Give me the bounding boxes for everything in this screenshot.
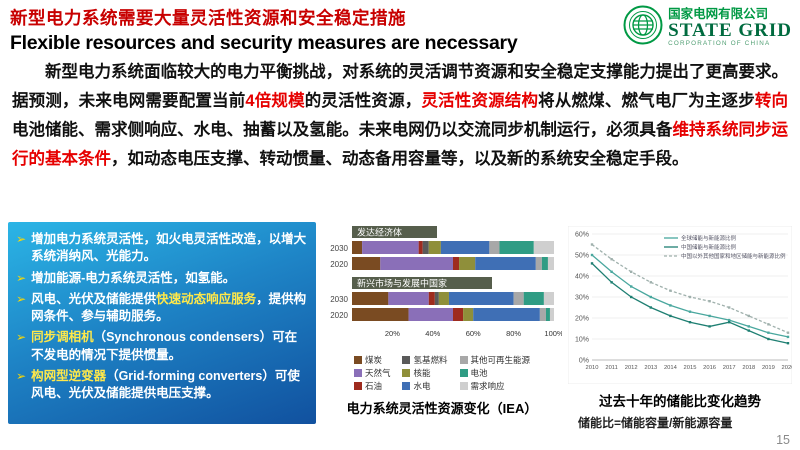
svg-text:2020: 2020 [782,365,792,371]
svg-text:30%: 30% [575,295,589,302]
legend-swatch [353,356,362,364]
svg-text:2016: 2016 [703,365,716,371]
svg-text:10%: 10% [575,337,589,344]
bar-legend-item: 石油 [353,380,391,392]
logo-company-sub: CORPORATION OF CHINA [668,39,771,47]
bullet-text: 增加电力系统灵活性，如火电灵活性改造，以增大系统消纳风、光能力。 [31,232,307,264]
legend-swatch [402,382,411,390]
line-chart-svg: 0% 10% 20% 30% 40% 50% 60% 2010 2011 2012 2013 2014… [567,225,794,385]
bullet-text: 同步调相机（Synchronous condensers）可在不发电的情况下提供… [31,330,298,362]
state-grid-globe-icon [623,5,663,50]
svg-text:2030: 2030 [330,244,348,253]
paragraph-segment: 转向 [754,92,789,110]
bullet-text: 构网型逆变器（Grid-forming converters）可使风电、光伏及储… [31,368,300,400]
paragraph-segment: 4倍规模 [245,92,305,110]
paragraph-segment: 新型电力系统面临较大的电力平衡挑战，对系统的灵活调节资源和安全稳定支撑能力提出了… [12,63,788,110]
bar-legend-item: 电池 [459,367,531,379]
flexibility-bar-chart: 发达经济体 2030 2020 新兴市场与发展中国家 2030 2020 20% 40% 60%… [322,226,564,349]
bullet-arrow-icon: ➢ [16,368,27,383]
svg-text:2013: 2013 [644,365,657,371]
logo-company-zh: 国家电网有限公司 [668,6,769,21]
svg-text:中国储能与新能源比例: 中国储能与新能源比例 [681,243,737,251]
key-measures-panel: ➢ 增加电力系统灵活性，如火电灵活性改造，以增大系统消纳风、光能力。 ➢ 增加能源-电… [8,222,316,424]
page-number: 15 [776,433,790,447]
svg-text:80%: 80% [506,329,521,338]
title-block: 新型电力系统需要大量灵活性资源和安全稳定措施 Flexible resource… [10,5,518,55]
svg-text:50%: 50% [575,253,589,260]
bullet-item: ➢ 构网型逆变器（Grid-forming converters）可使风电、光伏及… [16,368,308,403]
bullet-arrow-icon: ➢ [16,270,27,285]
legend-swatch [459,356,468,364]
legend-swatch [402,369,411,377]
paragraph-segment: 电池储能、需求侧响应、水电、抽蓄以及氢能。未来电网仍以交流同步机制运行，必须具备 [12,121,673,139]
logo-company-en: STATE GRID [668,19,792,41]
line-chart-title: 过去十年的储能比变化趋势 [599,394,761,409]
bullet-item: ➢ 增加电力系统灵活性，如火电灵活性改造，以增大系统消纳风、光能力。 [16,231,308,266]
state-grid-logo: 国家电网有限公司 STATE GRID CORPORATION OF CHINA [623,5,792,50]
slide-title-en: Flexible resources and security measures… [10,32,518,54]
bar-legend-item: 天然气 [353,367,390,379]
paragraph-segment: 维持系统同步运行的基本条件 [12,121,789,168]
svg-text:2020: 2020 [330,260,348,269]
bar-chart-legend: 煤炭 天然气 石油 氢基燃料 核能 水电 其他可再生能源 电池 需求响应 [353,354,531,392]
bar-legend-item: 煤炭 [353,354,391,366]
bullet-item: ➢ 增加能源-电力系统灵活性，如氢能。 [16,270,308,287]
bullet-item: ➢ 同步调相机（Synchronous condensers）可在不发电的情况下提… [16,329,308,364]
legend-swatch [459,382,468,390]
legend-swatch [459,369,468,377]
bar-chart-title: 电力系统灵活性资源变化（IEA） [346,401,538,416]
svg-text:60%: 60% [575,232,589,239]
paragraph-segment: ，如动态电压支撑、转动惯量、动态备用容量等，以及新的系统安全稳定手段。 [111,150,689,168]
svg-text:60%: 60% [466,329,481,338]
storage-ratio-formula: 储能比=储能容量/新能源容量 [578,416,733,430]
svg-text:0%: 0% [579,358,589,365]
logo-text: 国家电网有限公司 STATE GRID CORPORATION OF CHINA [668,6,792,48]
svg-text:2020: 2020 [330,311,348,320]
svg-text:2010: 2010 [586,365,599,371]
flexibility-bar-chart-block: 发达经济体 2030 2020 新兴市场与发展中国家 2030 2020 20% 40% 60%… [322,222,564,444]
bar-legend-item: 水电 [402,380,447,392]
bullet-text: 风电、光伏及储能提供快速动态响应服务，提供构网条件、参与辅助服务。 [31,291,307,323]
bar-legend-item: 核能 [402,367,447,379]
main-paragraph: 新型电力系统面临较大的电力平衡挑战，对系统的灵活调节资源和安全稳定支撑能力提出了… [12,58,788,174]
svg-text:100%: 100% [544,329,562,338]
bullet-arrow-icon: ➢ [16,291,27,306]
svg-text:2014: 2014 [664,365,678,371]
storage-ratio-line-chart-block: 0% 10% 20% 30% 40% 50% 60% 2010 2011 2012 2013 2014… [567,222,794,444]
bullet-text: 增加能源-电力系统灵活性，如氢能。 [31,270,236,285]
svg-text:2030: 2030 [330,295,348,304]
slide-title-zh: 新型电力系统需要大量灵活性资源和安全稳定措施 [10,8,406,28]
svg-text:2015: 2015 [684,365,697,371]
paragraph-segment: 灵活性资源结构 [421,92,539,110]
paragraph-segment: 的灵活性资源， [304,92,422,110]
svg-text:20%: 20% [385,329,400,338]
svg-text:新兴市场与发展中国家: 新兴市场与发展中国家 [357,278,447,289]
bottom-section: ➢ 增加电力系统灵活性，如火电灵活性改造，以增大系统消纳风、光能力。 ➢ 增加能源-电… [8,222,794,444]
legend-swatch [402,356,411,364]
bar-legend-item: 其他可再生能源 [459,354,530,366]
svg-text:发达经济体: 发达经济体 [357,227,402,238]
bullet-item: ➢ 风电、光伏及储能提供快速动态响应服务，提供构网条件、参与辅助服务。 [16,291,308,326]
svg-text:40%: 40% [575,274,589,281]
svg-text:中国以外其他国家和地区储能与新能源比例: 中国以外其他国家和地区储能与新能源比例 [681,252,786,260]
svg-text:2018: 2018 [742,365,755,371]
bar-chart-svg: 发达经济体 2030 2020 新兴市场与发展中国家 2030 2020 20% 40% 60%… [330,226,564,338]
svg-text:20%: 20% [575,316,589,323]
bullet-arrow-icon: ➢ [16,330,27,345]
svg-text:2019: 2019 [762,365,775,371]
bar-legend-item: 需求响应 [459,380,531,392]
paragraph-segment: 将从燃煤、燃气电厂为主逐步 [538,92,755,110]
bar-legend-item: 氢基燃料 [402,354,448,366]
legend-swatch [353,382,362,390]
slide-header: 新型电力系统需要大量灵活性资源和安全稳定措施 Flexible resource… [10,5,792,55]
bullet-arrow-icon: ➢ [16,232,27,246]
legend-swatch [353,369,362,377]
svg-text:2017: 2017 [723,365,736,371]
svg-text:全球储能与新能源比例: 全球储能与新能源比例 [681,234,737,242]
svg-text:2012: 2012 [625,365,638,371]
svg-text:2011: 2011 [605,365,617,371]
svg-text:40%: 40% [425,329,440,338]
storage-ratio-line-chart: 0% 10% 20% 30% 40% 50% 60% 2010 2011 2012 2013 2014… [567,225,794,389]
